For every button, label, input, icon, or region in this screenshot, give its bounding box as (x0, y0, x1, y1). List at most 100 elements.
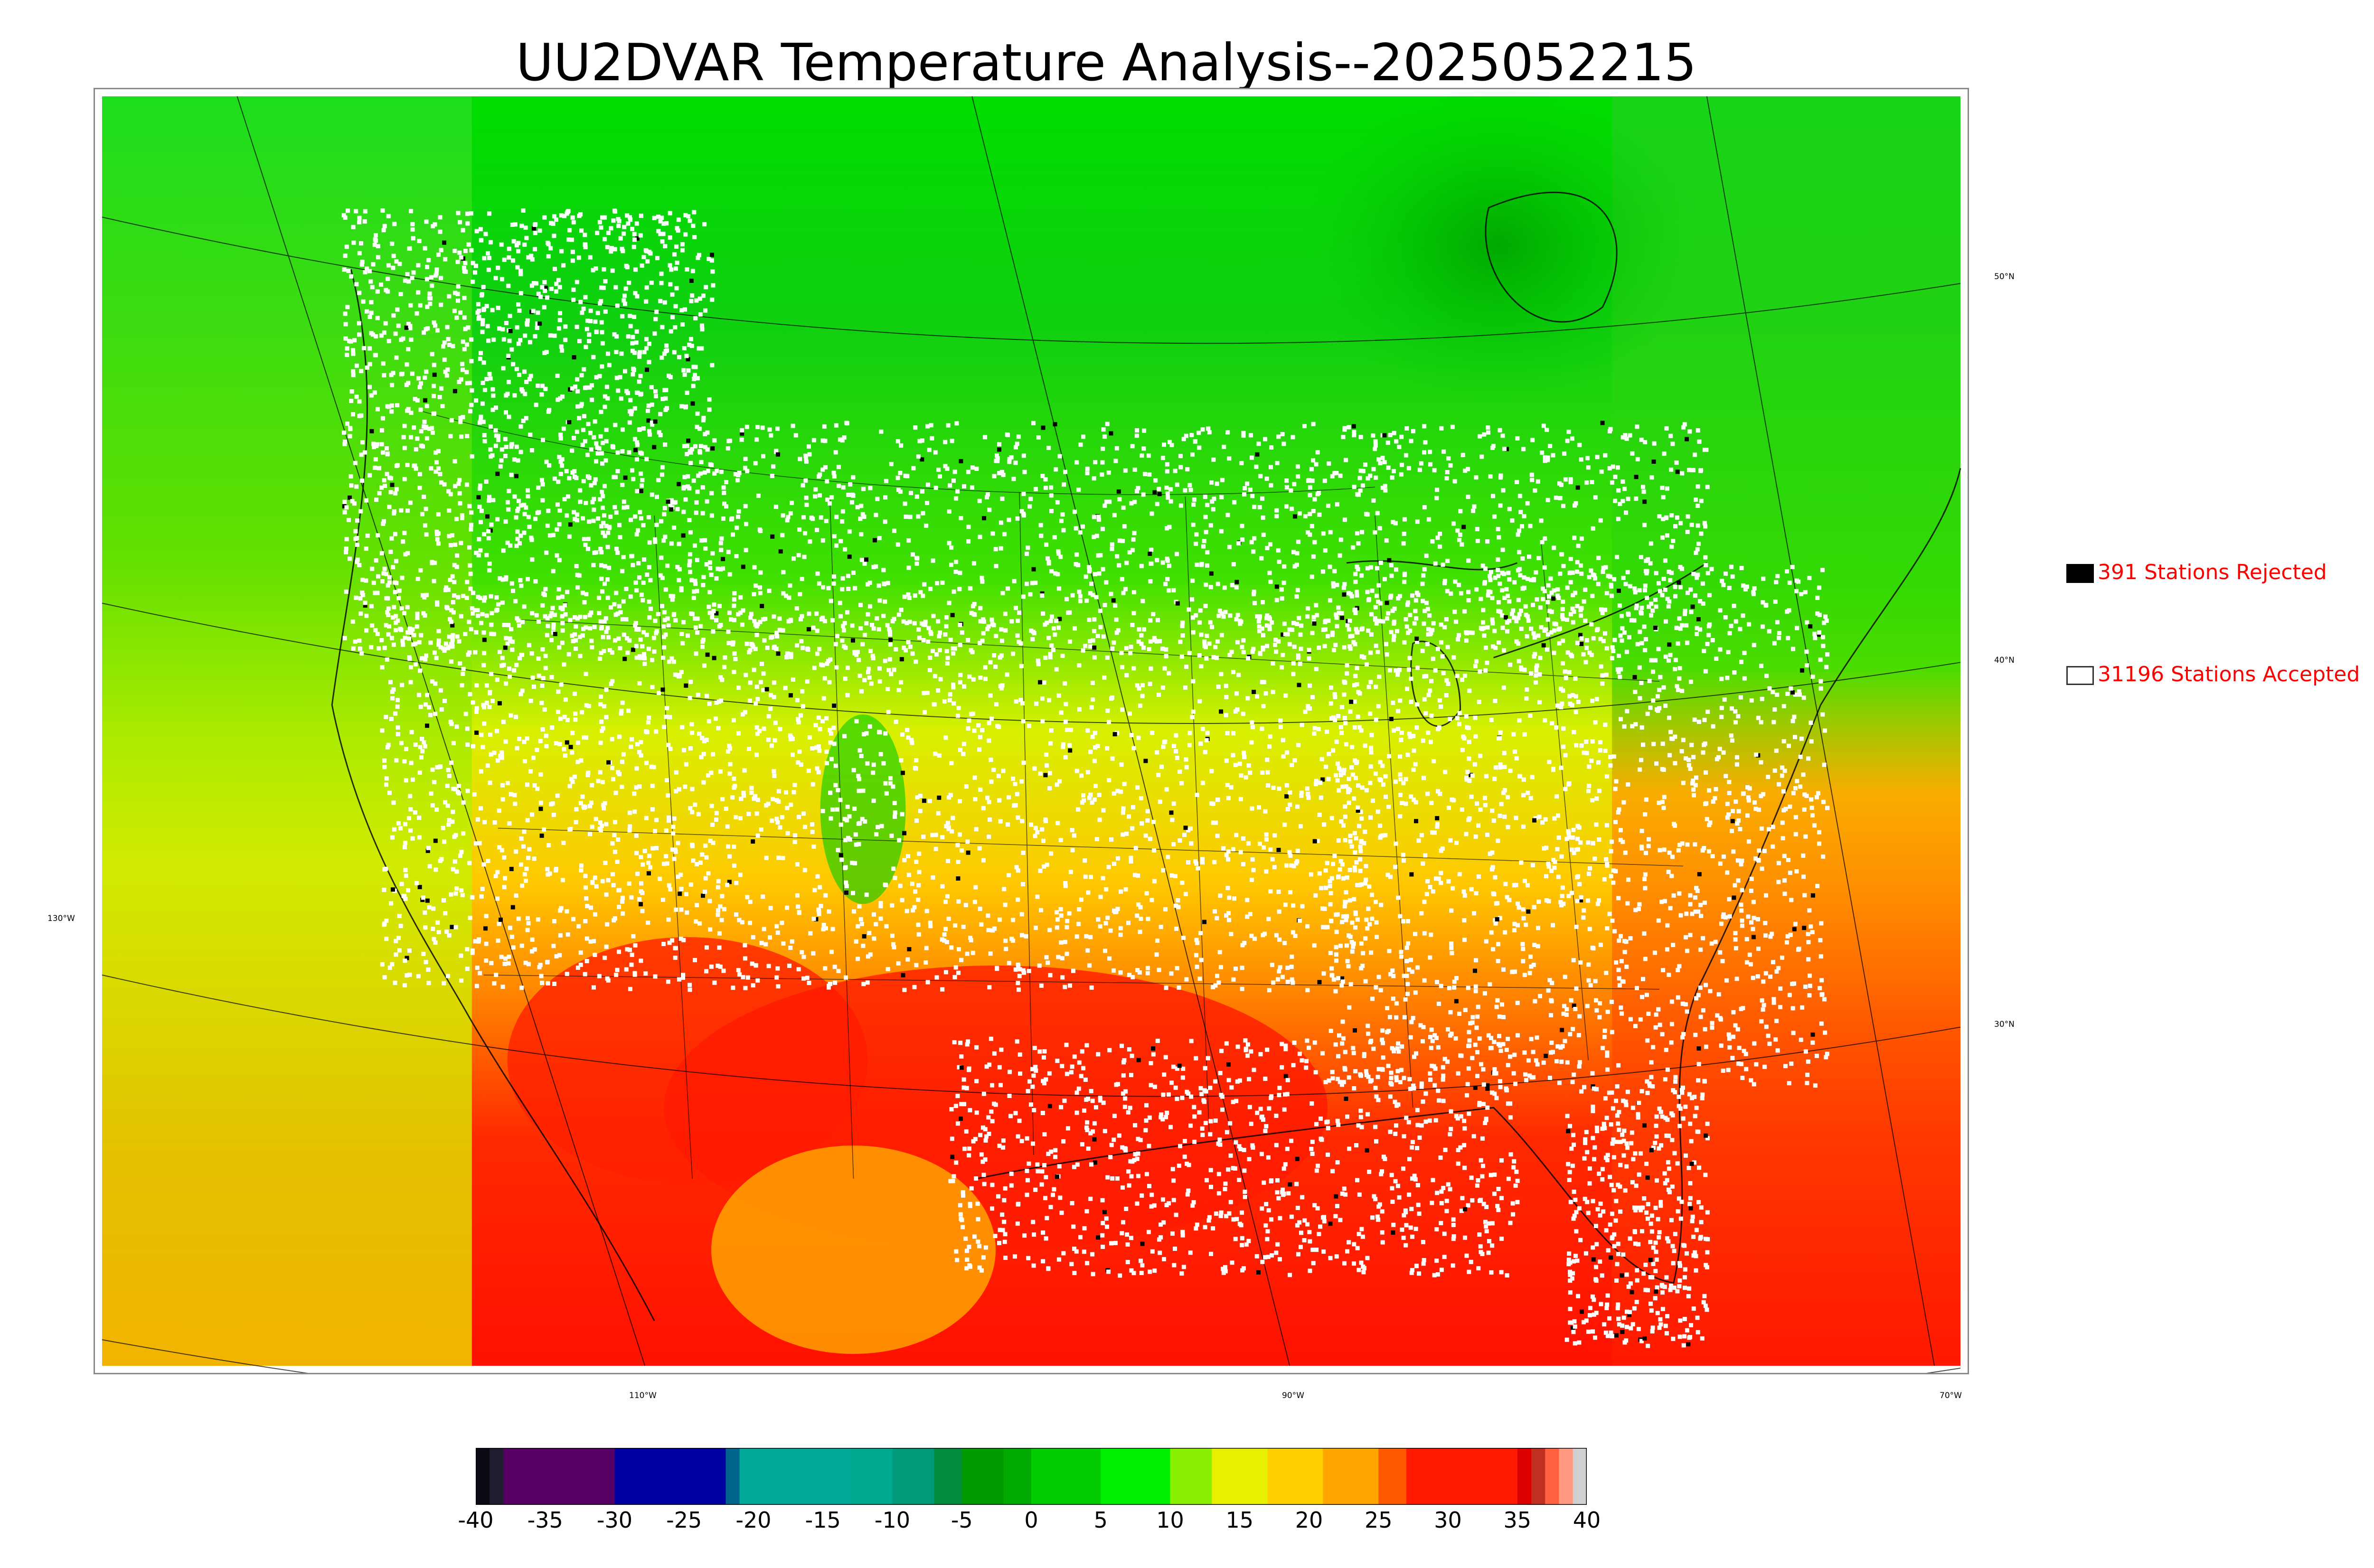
temperature-map[interactable]: 50°N 40°N 30°N (94, 88, 2015, 1374)
station-marker (434, 656, 439, 660)
station-marker (518, 291, 523, 296)
station-marker (1708, 989, 1713, 994)
station-marker (1462, 893, 1467, 898)
station-marker (1751, 900, 1756, 904)
station-marker (1646, 844, 1651, 848)
station-marker (579, 228, 584, 233)
station-marker (588, 431, 593, 435)
station-marker (1688, 893, 1693, 898)
station-marker (506, 283, 511, 288)
station-marker (1046, 636, 1051, 640)
station-marker (351, 373, 356, 377)
station-marker (427, 291, 432, 296)
station-marker (1285, 750, 1290, 755)
station-marker (683, 784, 688, 789)
station-marker (1152, 879, 1157, 883)
station-marker (1205, 633, 1209, 638)
station-marker (827, 909, 831, 914)
station-marker (854, 842, 858, 847)
station-marker (1790, 982, 1795, 986)
station-marker (705, 430, 710, 435)
station-marker (1787, 993, 1792, 997)
station-marker (631, 314, 636, 319)
station-marker (1781, 789, 1786, 794)
station-marker (382, 975, 387, 980)
station-marker (413, 641, 418, 646)
station-marker (495, 758, 500, 763)
station-marker (899, 657, 904, 662)
station-marker (466, 242, 471, 247)
station-marker (877, 679, 882, 684)
station-marker (1015, 633, 1020, 638)
station-marker (697, 296, 702, 301)
station-marker (459, 377, 463, 382)
station-marker (660, 687, 665, 692)
station-marker (701, 780, 706, 785)
station-marker (1532, 943, 1537, 947)
station-marker (386, 613, 391, 618)
station-marker (933, 833, 938, 837)
station-marker (563, 338, 568, 342)
station-marker (557, 645, 562, 650)
station-marker (1452, 985, 1457, 990)
station-marker (1338, 773, 1343, 777)
station-marker (1350, 772, 1355, 777)
station-marker (1283, 902, 1288, 907)
station-marker (1733, 1023, 1738, 1028)
station-marker (502, 855, 507, 860)
station-marker (816, 744, 821, 749)
station-marker (536, 485, 541, 490)
station-marker (1528, 713, 1533, 718)
station-marker (487, 498, 491, 503)
station-marker (1628, 1017, 1633, 1022)
station-marker (482, 598, 487, 603)
station-marker (686, 357, 690, 362)
station-marker (358, 509, 363, 514)
station-marker (1176, 905, 1181, 910)
station-marker (1677, 616, 1682, 621)
station-marker (905, 728, 910, 732)
station-marker (1749, 698, 1754, 703)
station-marker (606, 530, 611, 535)
station-marker (414, 881, 419, 885)
station-marker (470, 950, 475, 955)
station-marker (1494, 765, 1498, 770)
station-marker (971, 677, 976, 682)
station-marker (832, 704, 837, 708)
station-marker (1736, 878, 1741, 883)
station-marker (417, 385, 422, 389)
station-marker (1535, 663, 1539, 668)
station-marker (342, 442, 347, 447)
station-marker (1357, 824, 1361, 828)
station-marker (448, 578, 452, 582)
station-marker (575, 966, 580, 970)
station-marker (494, 729, 499, 733)
station-marker (343, 322, 348, 327)
station-marker (914, 963, 919, 967)
station-marker (641, 652, 646, 657)
station-marker (871, 626, 876, 631)
station-marker (836, 788, 840, 792)
station-marker (555, 527, 559, 532)
station-marker (711, 840, 716, 845)
station-marker (542, 350, 547, 355)
station-marker (390, 962, 395, 967)
station-marker (1492, 629, 1497, 633)
station-marker (708, 927, 713, 932)
station-marker (387, 966, 392, 970)
station-marker (688, 679, 693, 684)
station-marker (852, 807, 857, 811)
station-marker (1135, 967, 1140, 972)
station-marker (710, 615, 715, 620)
station-marker (387, 580, 392, 585)
station-marker (594, 375, 599, 380)
station-marker (1313, 782, 1318, 787)
station-marker (1523, 1072, 1528, 1077)
station-marker (614, 334, 619, 339)
station-marker (433, 712, 438, 716)
station-marker (1333, 989, 1338, 994)
station-marker (613, 790, 618, 795)
station-marker (688, 882, 693, 887)
station-marker (1126, 920, 1130, 925)
station-marker (479, 769, 483, 774)
